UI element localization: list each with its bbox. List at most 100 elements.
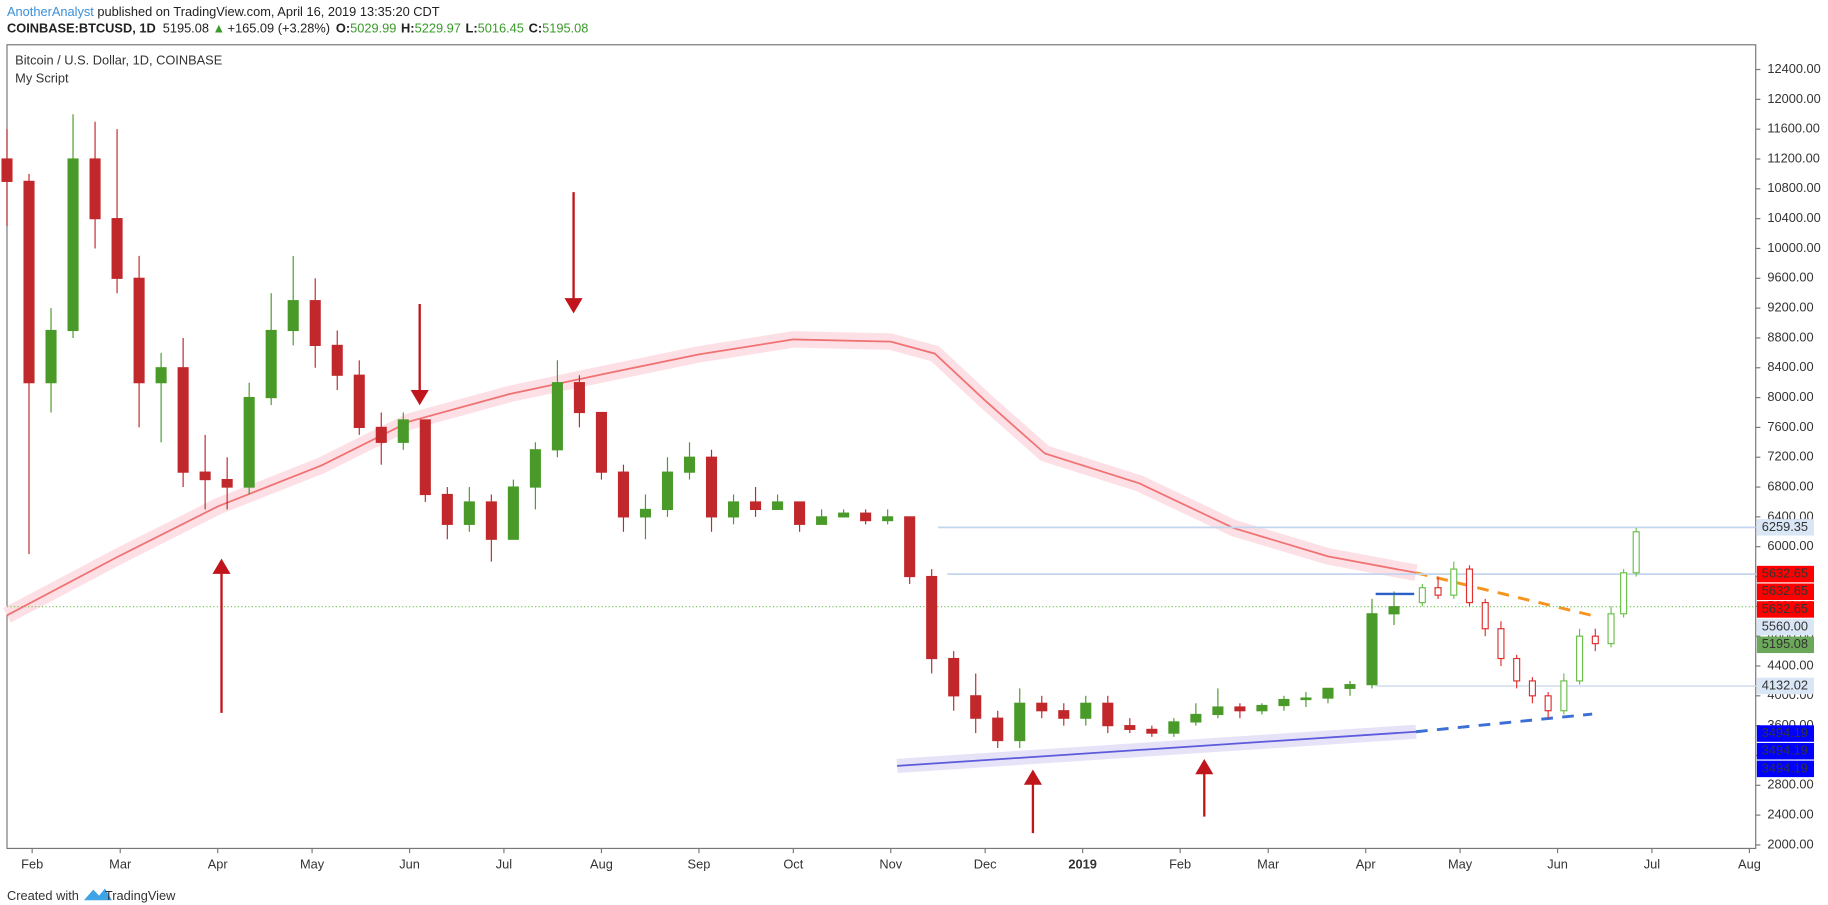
- y-tick-label: 7200.00: [1767, 449, 1813, 464]
- arrows: [212, 192, 1214, 834]
- candle-body: [1300, 697, 1312, 701]
- header-line: AnotherAnalyst published on TradingView.…: [7, 4, 440, 19]
- x-tick-label: Nov: [879, 856, 902, 871]
- candle-body: [683, 456, 696, 473]
- candle-body: [529, 449, 541, 488]
- trendline: [1415, 571, 1596, 618]
- plot-frame: [6, 44, 1757, 850]
- close-label: C:: [529, 21, 543, 36]
- arrow-head: [564, 298, 583, 314]
- x-tick-label: Jul: [1644, 856, 1660, 871]
- candle-body: [639, 508, 652, 518]
- candle-body: [750, 501, 762, 511]
- candle-body: [1497, 628, 1505, 660]
- symbol: COINBASE:BTCUSD, 1D: [7, 21, 156, 36]
- arrow: ▲: [212, 21, 225, 36]
- candle-body: [860, 512, 872, 522]
- candle-body: [948, 657, 960, 697]
- candle-body: [794, 501, 806, 525]
- price-label-bg: [1756, 565, 1815, 583]
- author[interactable]: AnotherAnalyst: [7, 4, 94, 19]
- candle-body: [441, 493, 453, 525]
- x-tick-label: Jun: [399, 856, 420, 871]
- x-tick-label: May: [1448, 856, 1473, 871]
- arrow-head: [212, 558, 231, 574]
- price-label: 5195.08: [1762, 636, 1808, 651]
- price-label: 5632.65: [1762, 583, 1808, 598]
- price-label-bg: [1756, 583, 1815, 601]
- price-label-bg: [1756, 636, 1815, 654]
- candle-body: [573, 382, 585, 414]
- x-tick-label: Aug: [590, 856, 613, 871]
- candle-body: [243, 396, 255, 488]
- chart-subtitle: My Script: [15, 70, 69, 85]
- low: 5016.45: [478, 21, 524, 36]
- candle-body: [1544, 695, 1552, 712]
- candle-body: [1388, 606, 1400, 615]
- candle-body: [1560, 680, 1568, 712]
- x-tick-label: Oct: [783, 856, 803, 871]
- candle-body: [772, 501, 784, 511]
- candle-body: [926, 575, 938, 660]
- footer-created: Created with: [7, 888, 79, 903]
- y-tick-label: 2800.00: [1767, 777, 1813, 792]
- x-tick-label: Feb: [21, 856, 43, 871]
- price-label: 3494.19: [1762, 743, 1808, 758]
- price-label-bg: [1756, 601, 1815, 618]
- candle-body: [1, 158, 13, 182]
- y-tick-label: 8800.00: [1767, 329, 1813, 344]
- price-label-bg: [1756, 618, 1815, 636]
- price-label-bg: [1756, 725, 1815, 742]
- candle-body: [1450, 568, 1458, 596]
- candle-body: [1465, 568, 1474, 604]
- plot-layer: [1, 114, 1756, 773]
- candle-body: [617, 471, 629, 518]
- candle-body: [1036, 702, 1048, 712]
- low-label: L:: [466, 21, 478, 36]
- brand-logo: [83, 888, 112, 901]
- x-tick-label: Mar: [109, 856, 132, 871]
- header-quote: COINBASE:BTCUSD, 1D 5195.08 ▲ +165.09 (+3.2…: [7, 21, 588, 36]
- x-tick-label: May: [300, 856, 325, 871]
- footer-brand[interactable]: TradingView: [105, 888, 176, 903]
- published: published on TradingView.com, April 16, …: [94, 4, 440, 19]
- candle-body: [463, 501, 475, 525]
- y-tick-label: 10800.00: [1767, 180, 1820, 195]
- y-tick-label: 2000.00: [1767, 836, 1813, 851]
- close: 5195.08: [542, 21, 588, 36]
- x-tick-label: Jul: [496, 856, 512, 871]
- candle-body: [1278, 698, 1290, 707]
- candle-body: [353, 374, 365, 428]
- high: 5229.97: [415, 21, 461, 36]
- x-tick-label: Sep: [688, 856, 711, 871]
- price-label-bg: [1756, 519, 1815, 536]
- arrow-head: [1023, 769, 1042, 785]
- candle-body: [1576, 635, 1584, 682]
- candle-body: [904, 516, 916, 578]
- candle-body: [1124, 725, 1136, 730]
- y-tick-label: 2400.00: [1767, 806, 1813, 821]
- candle-body: [265, 329, 277, 399]
- price-label: 3494.19: [1762, 760, 1808, 775]
- trendline: [897, 730, 1417, 767]
- price-label: 5632.65: [1762, 565, 1808, 580]
- y-tick-label: 6800.00: [1767, 478, 1813, 493]
- candle-body: [1607, 613, 1615, 645]
- price-label-bg: [1756, 760, 1815, 778]
- candle-body: [23, 180, 35, 384]
- candle-body: [1434, 587, 1442, 596]
- x-tick-label: Feb: [1169, 856, 1191, 871]
- candle-body: [727, 501, 740, 518]
- candle-body: [705, 456, 718, 518]
- candle-body: [221, 479, 233, 488]
- candle-body: [1620, 572, 1628, 615]
- change: +165.09 (+3.28%): [228, 21, 331, 36]
- y-tick-label: 10400.00: [1767, 210, 1820, 225]
- candle-body: [375, 426, 387, 443]
- y-tick-label: 9600.00: [1767, 270, 1813, 285]
- open: 5029.99: [350, 21, 396, 36]
- y-tick-label: 7600.00: [1767, 419, 1813, 434]
- candle-body: [1513, 657, 1521, 682]
